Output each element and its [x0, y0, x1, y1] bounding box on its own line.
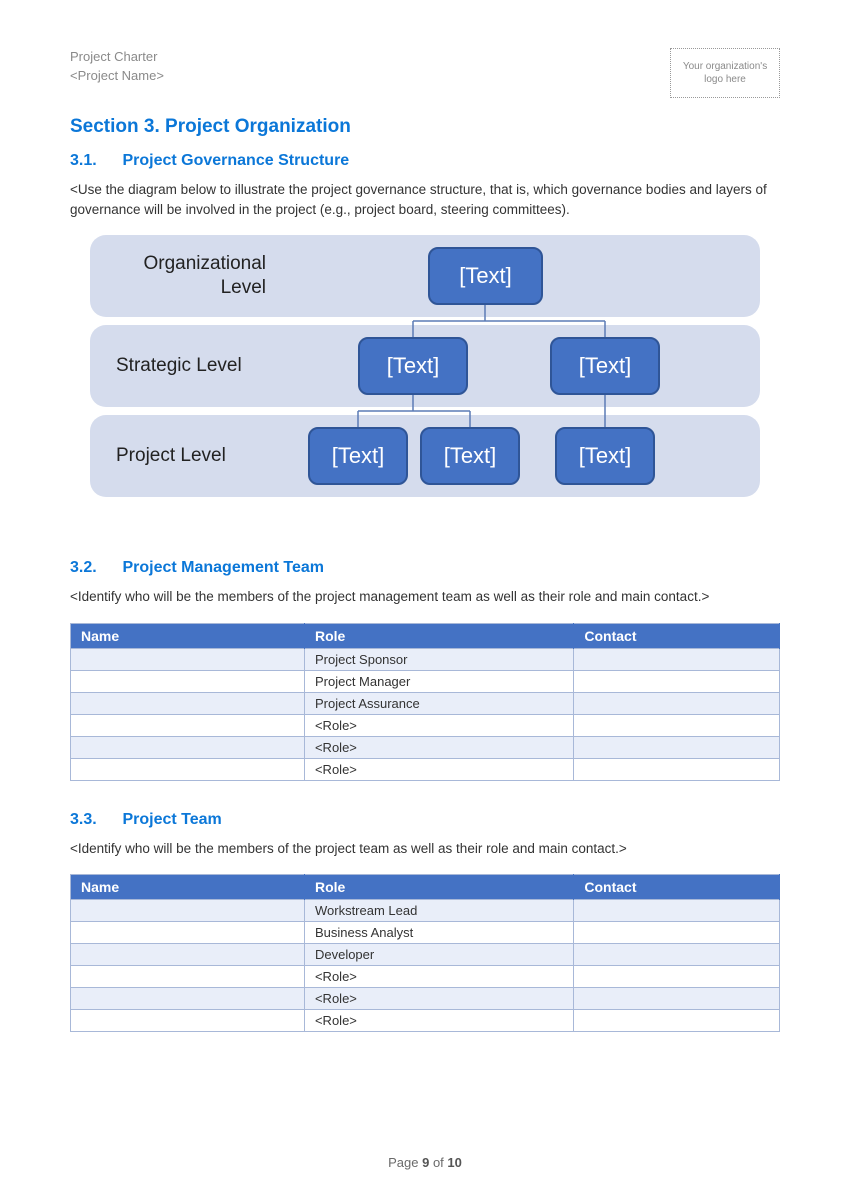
org-band-organizational: Organizational Level — [90, 235, 760, 317]
table-row: <Role> — [71, 1010, 780, 1032]
management-team-table: Name Role Contact Project SponsorProject… — [70, 623, 780, 781]
cell-name — [71, 714, 305, 736]
page-footer: Page 9 of 10 — [0, 1155, 850, 1170]
subsection-3-1-title: Project Governance Structure — [122, 152, 349, 169]
subsection-3-2-heading: 3.2. Project Management Team — [70, 559, 780, 577]
cell-contact — [574, 900, 780, 922]
cell-contact — [574, 648, 780, 670]
cell-role: <Role> — [304, 758, 573, 780]
table-row: <Role> — [71, 714, 780, 736]
cell-role: <Role> — [304, 714, 573, 736]
management-team-body: Project SponsorProject ManagerProject As… — [71, 648, 780, 780]
table-row: Business Analyst — [71, 922, 780, 944]
cell-contact — [574, 670, 780, 692]
table-row: <Role> — [71, 736, 780, 758]
cell-contact — [574, 988, 780, 1010]
table-header-row: Name Role Contact — [71, 875, 780, 900]
cell-name — [71, 648, 305, 670]
header-line2: <Project Name> — [70, 67, 164, 86]
subsection-3-1-text: <Use the diagram below to illustrate the… — [70, 180, 780, 219]
cell-role: Project Sponsor — [304, 648, 573, 670]
cell-contact — [574, 736, 780, 758]
org-node-4: [Text] — [420, 427, 520, 485]
org-node-0: [Text] — [428, 247, 543, 305]
org-node-1: [Text] — [358, 337, 468, 395]
footer-of: of — [429, 1155, 447, 1170]
org-node-2: [Text] — [550, 337, 660, 395]
table-row: <Role> — [71, 758, 780, 780]
cell-name — [71, 692, 305, 714]
org-band-label-0: Organizational Level — [116, 252, 276, 300]
org-band-label-2: Project Level — [116, 444, 276, 468]
cell-contact — [574, 1010, 780, 1032]
cell-name — [71, 944, 305, 966]
subsection-3-1-num: 3.1. — [70, 152, 118, 170]
cell-name — [71, 922, 305, 944]
header-line1: Project Charter — [70, 48, 164, 67]
subsection-3-3-heading: 3.3. Project Team — [70, 811, 780, 829]
cell-role: Business Analyst — [304, 922, 573, 944]
logo-placeholder: Your organization's logo here — [670, 48, 780, 98]
org-node-5: [Text] — [555, 427, 655, 485]
col-contact: Contact — [574, 623, 780, 648]
table-header-row: Name Role Contact — [71, 623, 780, 648]
cell-name — [71, 1010, 305, 1032]
subsection-3-2-num: 3.2. — [70, 559, 118, 577]
cell-role: <Role> — [304, 988, 573, 1010]
subsection-3-2-title: Project Management Team — [122, 559, 324, 576]
cell-contact — [574, 714, 780, 736]
cell-role: Project Manager — [304, 670, 573, 692]
org-band-label-1: Strategic Level — [116, 354, 276, 378]
section-title: Section 3. Project Organization — [70, 116, 780, 138]
col-role: Role — [304, 623, 573, 648]
col-role: Role — [304, 875, 573, 900]
cell-name — [71, 900, 305, 922]
header-left: Project Charter <Project Name> — [70, 48, 164, 86]
col-name: Name — [71, 875, 305, 900]
page-header: Project Charter <Project Name> Your orga… — [70, 48, 780, 98]
cell-contact — [574, 692, 780, 714]
cell-role: Workstream Lead — [304, 900, 573, 922]
cell-contact — [574, 922, 780, 944]
table-row: <Role> — [71, 988, 780, 1010]
cell-name — [71, 966, 305, 988]
cell-role: Project Assurance — [304, 692, 573, 714]
cell-role: Developer — [304, 944, 573, 966]
subsection-3-3-title: Project Team — [122, 811, 221, 828]
cell-contact — [574, 944, 780, 966]
project-team-body: Workstream LeadBusiness AnalystDeveloper… — [71, 900, 780, 1032]
subsection-3-3-text: <Identify who will be the members of the… — [70, 839, 780, 859]
subsection-3-2-text: <Identify who will be the members of the… — [70, 587, 780, 607]
cell-name — [71, 758, 305, 780]
project-team-table: Name Role Contact Workstream LeadBusines… — [70, 874, 780, 1032]
col-name: Name — [71, 623, 305, 648]
org-node-3: [Text] — [308, 427, 408, 485]
cell-role: <Role> — [304, 1010, 573, 1032]
cell-contact — [574, 966, 780, 988]
table-row: Project Manager — [71, 670, 780, 692]
table-row: Project Assurance — [71, 692, 780, 714]
subsection-3-1-heading: 3.1. Project Governance Structure — [70, 152, 780, 170]
footer-prefix: Page — [388, 1155, 422, 1170]
table-row: Project Sponsor — [71, 648, 780, 670]
logo-placeholder-text: Your organization's logo here — [675, 60, 775, 86]
cell-role: <Role> — [304, 966, 573, 988]
col-contact: Contact — [574, 875, 780, 900]
subsection-3-3-num: 3.3. — [70, 811, 118, 829]
cell-name — [71, 988, 305, 1010]
cell-name — [71, 670, 305, 692]
table-row: Workstream Lead — [71, 900, 780, 922]
cell-name — [71, 736, 305, 758]
table-row: Developer — [71, 944, 780, 966]
cell-role: <Role> — [304, 736, 573, 758]
footer-total: 10 — [447, 1155, 461, 1170]
governance-org-chart: Organizational Level Strategic Level Pro… — [90, 235, 760, 515]
cell-contact — [574, 758, 780, 780]
table-row: <Role> — [71, 966, 780, 988]
